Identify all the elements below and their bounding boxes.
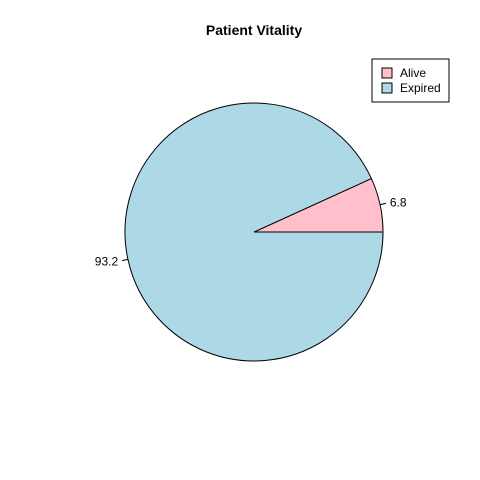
legend-swatch-expired: [381, 82, 393, 94]
pie-slice-expired: [124, 102, 384, 362]
label-tick-alive: [379, 202, 387, 206]
chart-title: Patient Vitality: [206, 22, 302, 38]
legend-swatch-alive: [381, 67, 393, 79]
slice-label-alive: 6.8: [390, 196, 407, 210]
slice-label-expired: 93.2: [95, 254, 119, 268]
legend-label-expired: Expired: [400, 81, 441, 95]
pie-slices: [124, 102, 384, 362]
legend-label-alive: Alive: [400, 66, 426, 80]
label-tick-expired: [121, 258, 129, 262]
pie-labels: 6.8 93.2: [95, 196, 407, 269]
legend-box: [371, 58, 450, 103]
